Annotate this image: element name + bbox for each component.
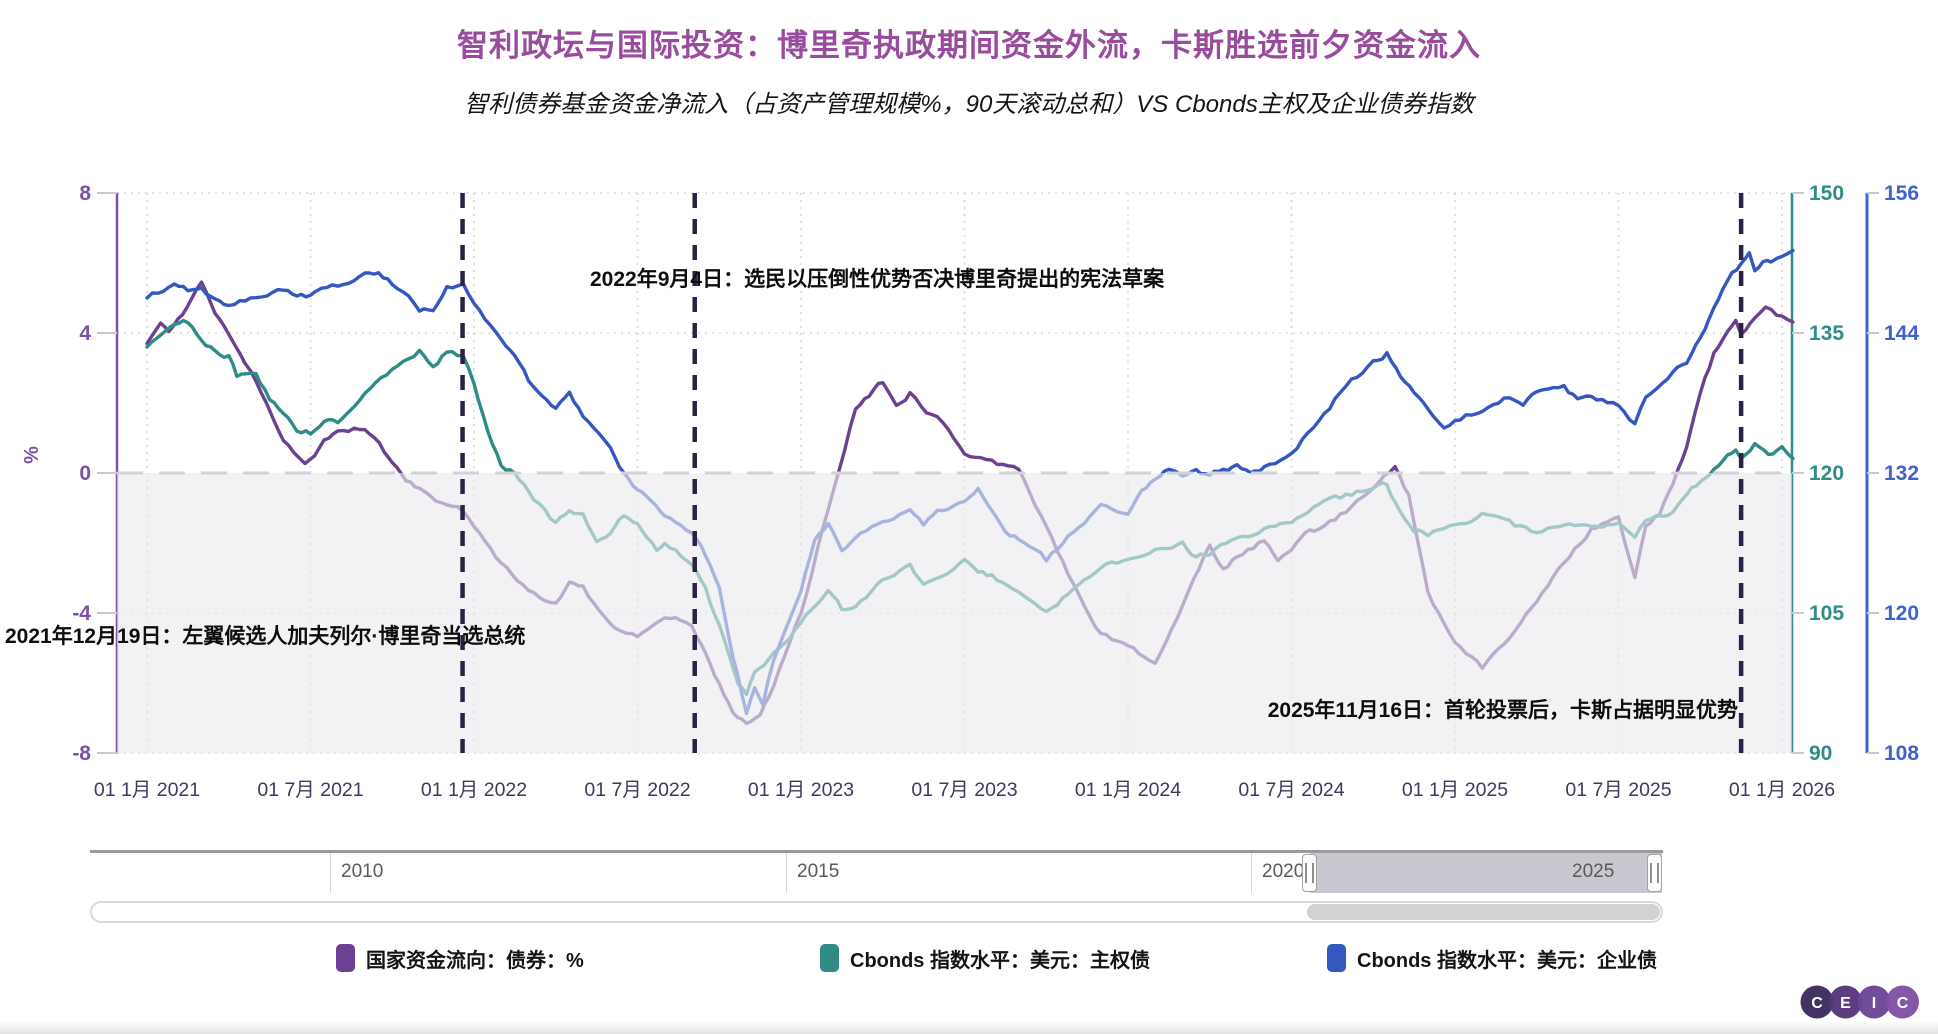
grip-icon: [1305, 863, 1314, 883]
grip-icon: [1650, 863, 1659, 883]
svg-text:144: 144: [1884, 322, 1919, 345]
svg-text:C: C: [1811, 995, 1823, 1012]
svg-text:132: 132: [1884, 462, 1919, 485]
navigator-year-2020: 2020: [1262, 861, 1305, 882]
svg-text:156: 156: [1884, 182, 1919, 205]
svg-text:01 1月 2025: 01 1月 2025: [1402, 779, 1508, 801]
svg-text:4: 4: [79, 322, 91, 345]
svg-text:150: 150: [1809, 182, 1844, 205]
legend-item-sovereign-index[interactable]: Cbonds 指数水平：美元：主权债: [820, 941, 1150, 975]
range-navigator[interactable]: 2010 2015 2020 2025: [90, 850, 1663, 893]
navigator-separator: [1251, 853, 1252, 893]
navigator-year-2025: 2025: [1572, 861, 1615, 882]
navigator-separator: [330, 853, 331, 893]
navigator-selected-range[interactable]: [1310, 853, 1662, 893]
svg-text:0: 0: [79, 462, 91, 485]
svg-text:108: 108: [1884, 742, 1919, 765]
legend-item-corporate-index[interactable]: Cbonds 指数水平：美元：企业债: [1327, 941, 1657, 975]
navigator-separator: [786, 853, 787, 893]
svg-text:I: I: [1872, 995, 1876, 1012]
legend-label: Cbonds 指数水平：美元：企业债: [1357, 949, 1657, 972]
left-axis-labels: 8 4 0 -4 -8: [72, 182, 117, 765]
svg-text:01 7月 2023: 01 7月 2023: [911, 779, 1017, 801]
svg-text:105: 105: [1809, 602, 1844, 625]
svg-text:-8: -8: [72, 742, 91, 765]
svg-text:135: 135: [1809, 322, 1844, 345]
svg-text:01 1月 2024: 01 1月 2024: [1075, 779, 1181, 801]
bottom-strip: [0, 1022, 1938, 1034]
svg-text:120: 120: [1884, 602, 1919, 625]
corporate-axis-labels: 156 144 132 120 108: [1867, 182, 1919, 765]
svg-text:01 1月 2022: 01 1月 2022: [421, 779, 527, 801]
navigator-right-handle[interactable]: [1647, 854, 1662, 892]
legend-item-country-flows[interactable]: 国家资金流向：债券：%: [336, 941, 584, 975]
svg-text:90: 90: [1809, 742, 1832, 765]
navigator-year-2015: 2015: [797, 861, 840, 882]
scrollbar-handle[interactable]: [1307, 904, 1660, 920]
sovereign-axis-labels: 150 135 120 105 90: [1792, 182, 1844, 765]
logo-circle: [1800, 985, 1834, 1019]
legend-swatch-blue: [1327, 944, 1346, 972]
page-title: 智利政坛与国际投资：博里奇执政期间资金外流，卡斯胜选前夕资金流入: [457, 28, 1481, 63]
svg-text:01 7月 2022: 01 7月 2022: [584, 779, 690, 801]
annotation-kast-lead: 2025年11月16日：首轮投票后，卡斯占据明显优势: [1267, 699, 1738, 722]
svg-text:01 1月 2021: 01 1月 2021: [94, 779, 200, 801]
svg-text:E: E: [1840, 995, 1851, 1012]
svg-text:-4: -4: [72, 602, 91, 625]
svg-text:01 7月 2025: 01 7月 2025: [1565, 779, 1671, 801]
svg-text:01 7月 2021: 01 7月 2021: [257, 779, 363, 801]
left-axis-title: %: [21, 446, 43, 464]
annotation-boric-elected: 2021年12月19日：左翼候选人加夫列尔·博里奇当选总统: [5, 625, 526, 648]
svg-text:C: C: [1897, 995, 1909, 1012]
page-subtitle: 智利债券基金资金净流入（占资产管理规模%，90天滚动总和）VS Cbonds主权…: [464, 91, 1474, 118]
x-axis-labels: 01 1月 2021 01 7月 2021 01 1月 2022 01 7月 2022…: [94, 779, 1835, 801]
navigator-year-2010: 2010: [341, 861, 384, 882]
svg-text:01 7月 2024: 01 7月 2024: [1238, 779, 1344, 801]
logo-circle: [1886, 985, 1919, 1019]
logo-circle: [1829, 985, 1862, 1019]
svg-text:01 1月 2026: 01 1月 2026: [1729, 779, 1835, 801]
logo-circle: [1857, 985, 1891, 1019]
svg-text:01 1月 2023: 01 1月 2023: [748, 779, 854, 801]
legend-swatch-teal: [820, 944, 839, 972]
svg-text:8: 8: [79, 182, 91, 205]
svg-text:120: 120: [1809, 462, 1844, 485]
legend-label: 国家资金流向：债券：%: [366, 949, 584, 972]
navigator-left-handle[interactable]: [1302, 854, 1317, 892]
legend-label: Cbonds 指数水平：美元：主权债: [850, 949, 1150, 972]
annotation-constitution-rejected: 2022年9月4日：选民以压倒性优势否决博里奇提出的宪法草案: [590, 268, 1165, 291]
negative-region-shade: [117, 473, 1792, 753]
legend-swatch-purple: [336, 944, 355, 972]
scrollbar-track[interactable]: [90, 901, 1663, 923]
